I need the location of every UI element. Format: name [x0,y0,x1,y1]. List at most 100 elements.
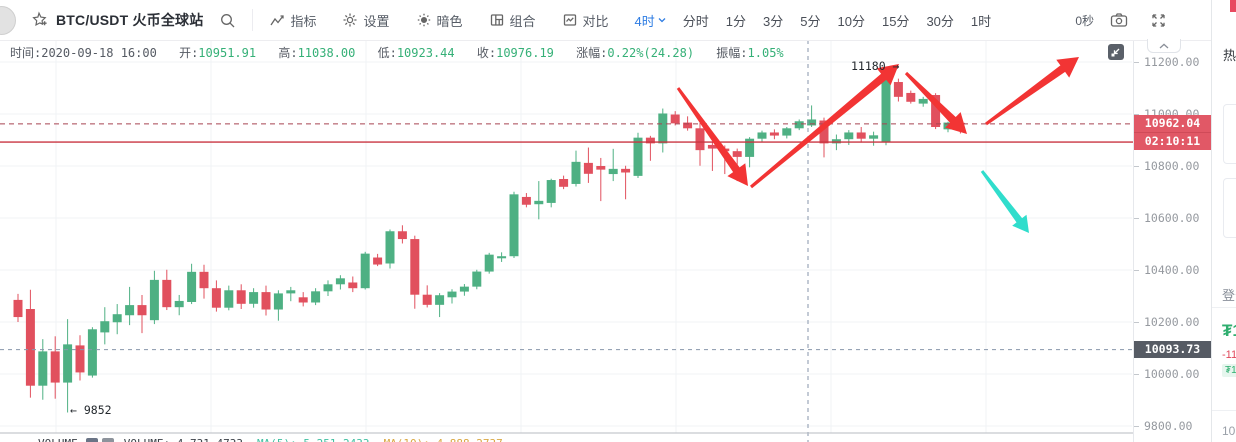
timeframe-3m[interactable]: 3分 [763,13,784,29]
axis-tick [1134,114,1139,115]
candle-body [38,351,48,386]
timeframe-1h[interactable]: 1时 [970,13,992,29]
candle-body [559,179,569,187]
candle-body [422,294,432,305]
candle-body [732,151,742,157]
info-close: 收:10976.19 [476,46,554,60]
candle-body [807,119,817,126]
popout-icon[interactable] [1108,44,1124,60]
candle-body [683,122,693,129]
layout-label: 组合 [509,13,536,29]
ohlc-infobar: 时间:2020-09-18 16:00 开:10951.91 高:11038.0… [10,44,799,60]
candle-body [906,92,916,102]
candle-body [782,128,792,136]
candle-body [893,82,903,97]
sidebar-title-hot[interactable]: 热门 [1223,48,1236,63]
market-card[interactable] [1223,104,1236,164]
info-amplitude: 振幅:1.05% [716,46,784,60]
dark-mode-label: 暗色 [436,13,463,29]
candle-body [484,254,494,272]
candle-body [534,200,544,205]
settings-button[interactable]: 设置 [342,11,390,30]
candle-body [261,292,271,310]
toolbar-divider [252,9,254,31]
candle-body [311,291,321,303]
candle-body [707,144,717,149]
settings-label: 设置 [363,13,390,29]
axis-tick [1134,62,1139,63]
annotation-arrow [676,87,748,186]
indicators-button[interactable]: 指标 [269,11,316,30]
candle-body [621,168,631,173]
search-icon[interactable] [219,12,236,29]
market-sidebar: 热门 登录 ₮1 -11 ₮1 109 [1211,0,1236,442]
gear-icon [342,12,358,28]
candle-body [856,132,866,139]
timeframe-4h[interactable]: 4时 [635,11,666,30]
timeframe-15m[interactable]: 15分 [881,13,910,29]
volume-ma10: MA(10): 4,888.2737 [384,437,503,442]
chevron-up-icon [1159,43,1169,48]
candle-body [335,278,345,285]
price-axis[interactable]: 11200.00 11000.00 10800.00 10600.00 10400.00… [1133,40,1212,442]
last-price-badge: 10962.04 [1134,115,1211,133]
candle-body [497,256,507,259]
candle-body [373,257,383,265]
timeframe-10m[interactable]: 10分 [837,13,865,29]
candle-body [286,290,296,294]
symbol-title: BTC/USDT 火币全球站 [56,12,204,28]
axis-tick [1134,270,1139,271]
candle-body [472,271,482,287]
candle-body [546,180,556,203]
favorite-star-icon[interactable] [30,11,48,29]
candle-body [869,135,879,139]
candle-body [112,314,122,323]
quote-change: -11 [1222,349,1236,361]
fullscreen-icon[interactable] [1150,12,1167,29]
compare-button[interactable]: 对比 [562,11,609,30]
compare-label: 对比 [582,13,609,29]
candle-body [435,295,445,305]
axis-price-label: 9800.00 [1134,419,1192,433]
chart-point-label: 11180 → [851,59,900,73]
candle-body [633,137,643,176]
timeframe-time[interactable]: 分时 [682,13,709,29]
avatar[interactable] [0,6,16,35]
volume-eye-icon[interactable] [85,438,98,442]
camera-icon[interactable] [1110,12,1128,28]
sidebar-divider [1212,307,1236,308]
market-card[interactable] [1223,178,1236,238]
candle-countdown-badge: 02:10:11 [1134,132,1211,151]
candle-body [931,95,941,127]
annotation-arrow [904,71,967,134]
candle-body [137,305,147,316]
quote-price: ₮1 [1222,321,1236,340]
candle-body [571,161,581,184]
indicators-icon [269,12,285,28]
info-high: 高:11038.00 [278,46,356,60]
candle-body [769,132,779,136]
collapse-axis-button[interactable] [1147,39,1181,53]
volume-settings-icon[interactable] [101,438,114,442]
timeframe-30m[interactable]: 30分 [926,13,954,29]
axis-price-label: 10200.00 [1134,315,1199,329]
layout-button[interactable]: 组合 [489,11,536,30]
volume-value: VOLUME: 4,731.4733 [124,437,243,442]
candle-body [100,321,110,333]
candle-body [881,77,891,143]
dark-mode-button[interactable]: 暗色 [416,11,463,30]
axis-tick [1134,218,1139,219]
layout-grid-icon [489,12,505,28]
candle-body [298,297,308,303]
candle-body [831,139,841,144]
timeframe-1m[interactable]: 1分 [725,13,747,29]
volume-ma5: MA(5): 5,251.2433 [257,437,370,442]
candle-body [50,351,60,383]
notification-sliver [1230,0,1236,12]
annotation-arrow [980,170,1029,233]
login-link[interactable]: 登录 [1222,288,1236,303]
timeframe-5m[interactable]: 5分 [800,13,821,29]
candle-body [645,137,655,144]
compare-chart-icon [562,12,578,28]
